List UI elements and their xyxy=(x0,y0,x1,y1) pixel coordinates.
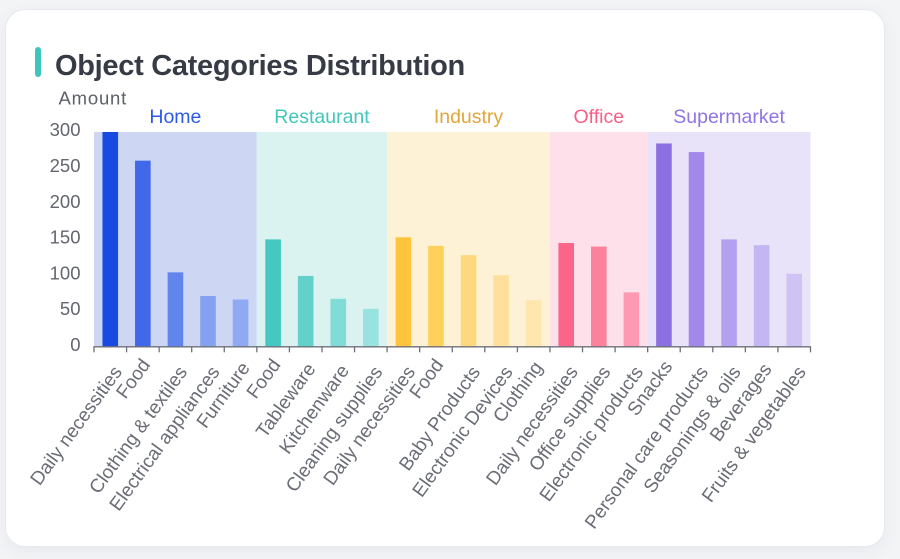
svg-text:Industry: Industry xyxy=(434,106,504,128)
svg-text:Office: Office xyxy=(574,106,625,128)
svg-text:300: 300 xyxy=(50,119,81,140)
svg-text:Supermarket: Supermarket xyxy=(673,106,785,128)
svg-text:0: 0 xyxy=(70,334,80,355)
svg-text:Amount: Amount xyxy=(59,88,128,109)
svg-text:250: 250 xyxy=(50,155,81,176)
svg-text:Restaurant: Restaurant xyxy=(274,106,370,128)
svg-text:150: 150 xyxy=(50,227,81,248)
svg-text:100: 100 xyxy=(50,262,81,283)
svg-text:50: 50 xyxy=(60,298,81,319)
svg-text:Home: Home xyxy=(149,106,201,128)
svg-text:200: 200 xyxy=(50,191,81,212)
